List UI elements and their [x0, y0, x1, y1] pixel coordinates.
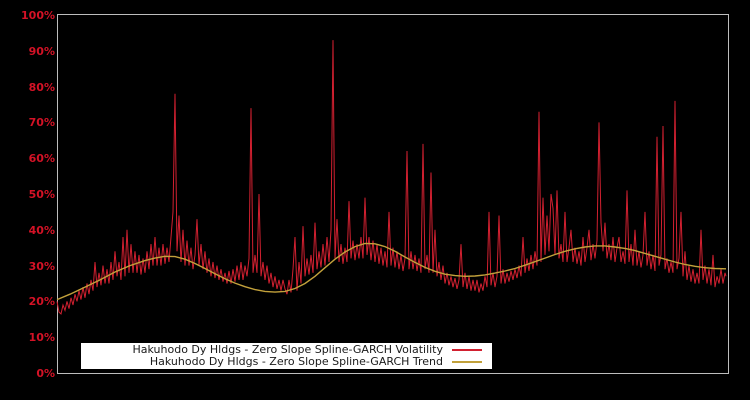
legend-label-trend: Hakuhodo Dy Hldgs - Zero Slope Spline-GA…	[149, 355, 443, 368]
y-axis: 100% 90% 80% 70% 60% 50% 40% 30% 20% 10% 0%	[0, 0, 55, 400]
y-tick-label: 30%	[28, 259, 55, 273]
y-tick-label: 100%	[21, 9, 55, 22]
y-tick-label: 10%	[28, 331, 55, 345]
y-tick-label: 90%	[28, 44, 55, 58]
y-tick-label: 80%	[28, 80, 55, 94]
y-tick-label: 50%	[28, 188, 55, 201]
y-tick-label: 0%	[36, 367, 55, 380]
plot-area	[57, 14, 729, 374]
y-tick-label: 60%	[28, 152, 55, 166]
y-tick-label: 20%	[28, 295, 55, 309]
legend-entry-trend: Hakuhodo Dy Hldgs - Zero Slope Spline-GA…	[85, 356, 482, 368]
legend-label-volatility: Hakuhodo Dy Hldgs - Zero Slope Spline-GA…	[132, 343, 444, 356]
trend-line-swatch	[452, 361, 482, 363]
y-tick-label: 40%	[28, 223, 55, 237]
y-tick-label: 70%	[28, 116, 55, 130]
volatility-line-swatch	[452, 349, 482, 351]
legend-entry-volatility: Hakuhodo Dy Hldgs - Zero Slope Spline-GA…	[85, 344, 482, 356]
legend: Hakuhodo Dy Hldgs - Zero Slope Spline-GA…	[81, 343, 492, 369]
